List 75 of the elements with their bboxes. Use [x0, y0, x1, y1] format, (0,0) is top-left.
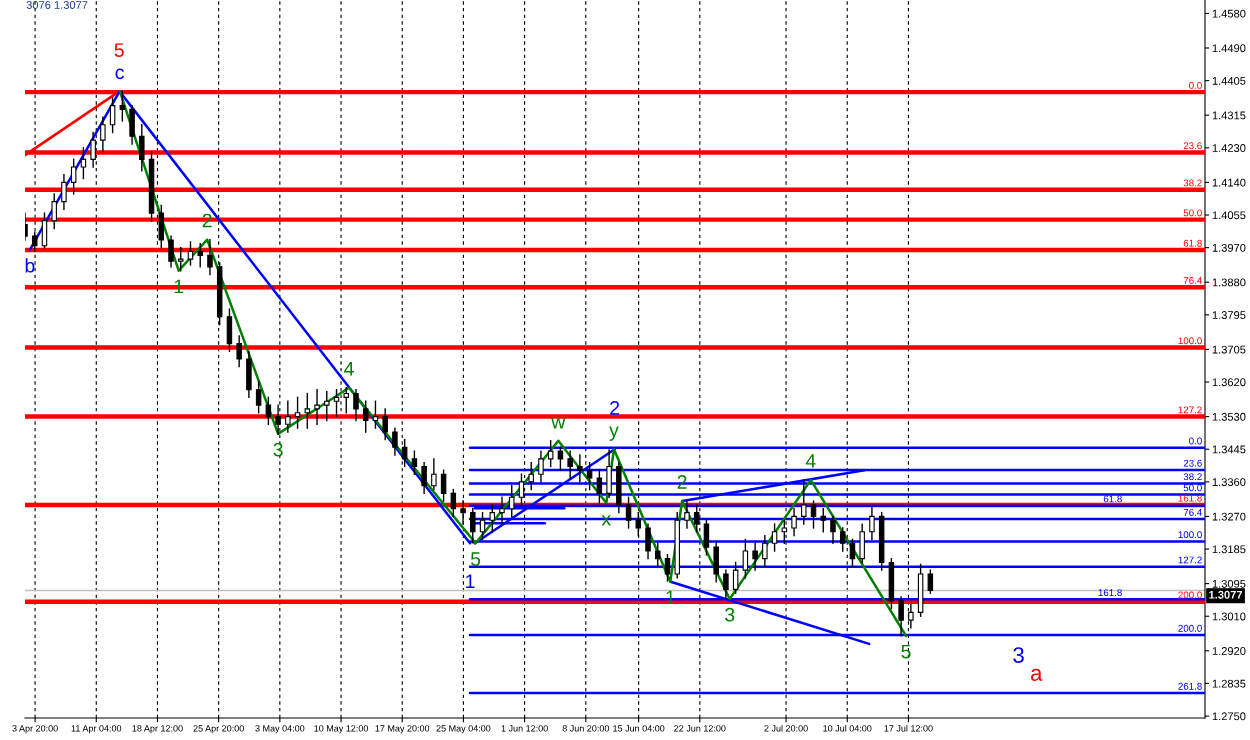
y-tick-label: 1.3270: [1212, 512, 1246, 521]
annotation: 50.0: [1183, 484, 1202, 492]
x-tick-label: 25 May 04:00: [436, 725, 491, 734]
y-tick-label: 1.3970: [1212, 243, 1246, 252]
y-tick-label: 1.3530: [1212, 412, 1246, 421]
x-tick-label: 10 Jul 04:00: [823, 724, 872, 732]
annotation: 0.0: [1189, 437, 1202, 445]
annotation: 127.2: [1178, 556, 1202, 564]
annotation: 23.6: [1183, 459, 1202, 467]
annotation: 100.0: [1178, 531, 1202, 539]
y-tick-label: 1.4055: [1212, 211, 1246, 220]
annotation: 4: [805, 454, 816, 468]
annotation: b: [25, 258, 35, 273]
annotation: 3076 1.3077: [26, 1, 88, 9]
annotation: 5: [901, 644, 911, 659]
annotation: 76.4: [1183, 277, 1202, 284]
annotation: 0.0: [1189, 81, 1202, 89]
y-tick-label: 1.4230: [1212, 144, 1246, 152]
y-tick-label: 1.4140: [1212, 178, 1246, 187]
annotation: 1: [466, 574, 475, 588]
annotation: 161.8: [1178, 494, 1202, 502]
annotation: 127.2: [1178, 406, 1202, 414]
y-tick-label: 1.2750: [1212, 712, 1246, 721]
annotation: 200.0: [1178, 624, 1202, 632]
annotation: 261.8: [1178, 682, 1202, 690]
x-tick-label: 11 Apr 04:00: [71, 725, 122, 734]
y-tick-label: 1.4405: [1212, 76, 1246, 85]
y-tick-label: 1.3620: [1212, 378, 1246, 387]
annotation: 50.0: [1183, 209, 1202, 217]
annotation: w: [551, 418, 566, 429]
x-tick-label: 22 Jun 12:00: [674, 725, 726, 732]
x-tick-label: 3 Apr 20:00: [12, 725, 58, 734]
x-tick-label: 8 Jun 20:00: [562, 725, 610, 732]
y-tick-label: 1.3010: [1212, 612, 1246, 621]
x-tick-label: 15 Jun 04:00: [613, 725, 665, 732]
annotation: 38.2: [1183, 473, 1202, 481]
annotation: 3: [725, 607, 735, 622]
x-tick-label: 25 Apr 20:00: [193, 725, 244, 734]
x-tick-label: 18 Apr 12:00: [132, 725, 183, 734]
annotation: y: [609, 426, 619, 441]
annotation: 5: [114, 43, 124, 57]
annotation: 161.8: [1098, 589, 1122, 597]
x-tick-label: 17 May 20:00: [375, 725, 430, 734]
annotation: 38.2: [1183, 179, 1202, 187]
annotation: 5: [470, 552, 481, 566]
annotation: a: [1031, 668, 1043, 681]
y-tick-label: 1.3095: [1212, 579, 1246, 588]
x-tick-label: 10 May 12:00: [314, 725, 369, 734]
x-tick-label: 3 May 04:00: [255, 725, 305, 734]
x-tick-label: 17 Jul 12:00: [884, 724, 933, 732]
ref-line-label: 1.3077: [1209, 590, 1243, 599]
annotation: 76.4: [1183, 508, 1202, 516]
annotation: 2: [610, 401, 620, 415]
y-tick-label: 1.3795: [1212, 311, 1246, 319]
annotation: 100.0: [1178, 337, 1202, 345]
annotation: 3: [1013, 647, 1024, 663]
x-tick-label: 2 Jul 20:00: [764, 724, 808, 732]
y-tick-label: 1.3360: [1212, 478, 1246, 486]
y-tick-label: 1.2835: [1212, 679, 1246, 688]
y-tick-label: 1.2920: [1212, 647, 1246, 655]
annotation: 23.6: [1183, 142, 1202, 150]
y-tick-label: 1.4580: [1212, 9, 1246, 18]
annotation: 61.8: [1103, 495, 1122, 503]
annotation: c: [115, 68, 124, 80]
annotation: 200.0: [1178, 591, 1202, 599]
y-tick-label: 1.3185: [1212, 545, 1246, 554]
annotation: 61.8: [1183, 239, 1202, 247]
y-tick-label: 1.3880: [1212, 278, 1246, 287]
x-tick-label: 1 Jun 12:00: [501, 725, 548, 732]
y-tick-label: 1.4490: [1212, 44, 1246, 53]
annotation: 4: [344, 362, 354, 376]
annotation: 3: [273, 442, 283, 457]
y-tick-label: 1.3705: [1212, 345, 1246, 354]
y-tick-label: 1.3445: [1212, 445, 1246, 454]
y-tick-label: 1.4315: [1212, 111, 1246, 120]
